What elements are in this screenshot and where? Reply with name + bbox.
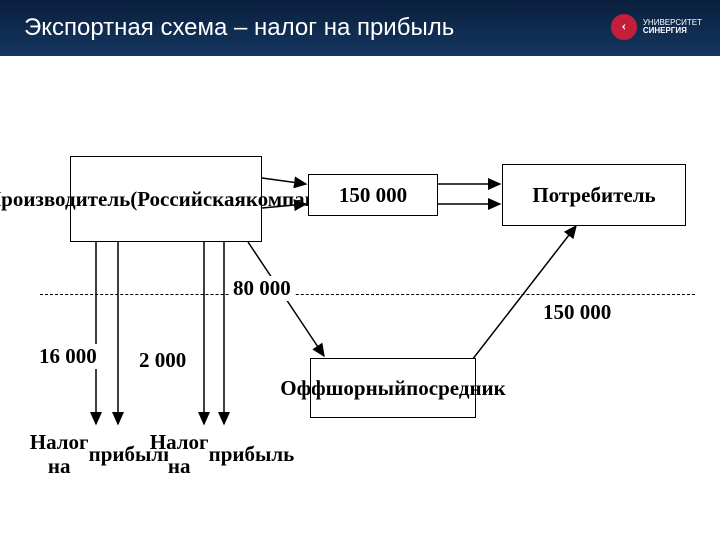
node-tax2: Налог наприбыль: [168, 426, 276, 482]
arrow-prod-to-top-upper: [262, 178, 306, 184]
logo-line2: СИНЕРГИЯ: [643, 27, 702, 35]
label-80000: 80 000: [230, 276, 294, 301]
slide-header: Экспортная схема – налог на прибыль ‹ УН…: [0, 0, 720, 56]
dashed-divider: [40, 294, 695, 295]
brand-logo: ‹ УНИВЕРСИТЕТ СИНЕРГИЯ: [611, 14, 702, 40]
node-offshore: Оффшорныйпосредник: [310, 358, 476, 418]
logo-badge-icon: ‹: [611, 14, 637, 40]
node-consumer: Потребитель: [502, 164, 686, 226]
logo-text: УНИВЕРСИТЕТ СИНЕРГИЯ: [643, 19, 702, 35]
slide-title: Экспортная схема – налог на прибыль: [24, 14, 454, 42]
diagram-canvas: Производитель(Российскаякомпания) 150 00…: [0, 56, 720, 540]
node-top-value: 150 000: [308, 174, 438, 216]
chevron-left-icon: ‹: [621, 19, 626, 35]
label-2000: 2 000: [136, 348, 189, 373]
arrow-offshore-to-consumer: [472, 226, 576, 360]
label-150000b: 150 000: [540, 300, 614, 325]
node-tax1: Налог наприбыль: [48, 426, 156, 482]
node-producer: Производитель(Российскаякомпания): [70, 156, 262, 242]
label-16000: 16 000: [36, 344, 100, 369]
